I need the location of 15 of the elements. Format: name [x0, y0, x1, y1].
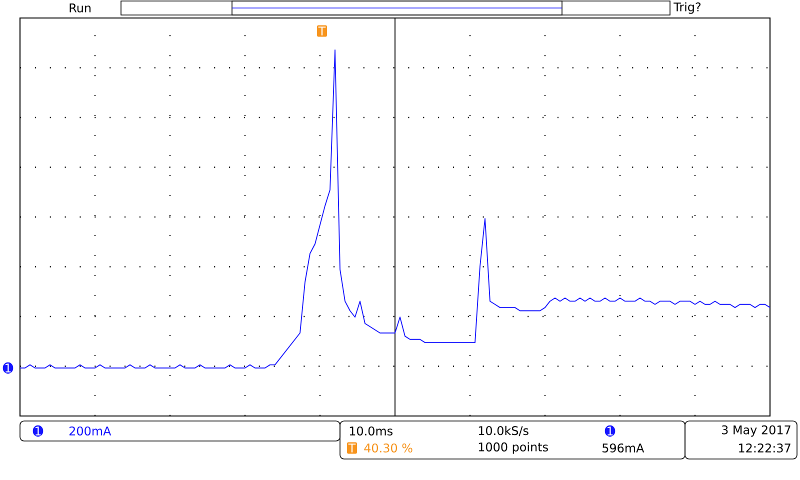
text: 200mA — [69, 426, 112, 436]
text: 1 — [608, 426, 613, 436]
text: Run — [70, 4, 91, 12]
text: T — [348, 444, 356, 452]
text: 10.0kS/s — [478, 426, 528, 436]
text: Trig? — [674, 2, 701, 14]
text: 3 May 2017 — [722, 425, 790, 437]
text: 10.0ms — [350, 426, 393, 436]
text: 12:22:37 — [739, 443, 790, 453]
text: 1000 points — [478, 442, 548, 454]
text: T — [318, 26, 326, 36]
text: 40.30 % — [364, 443, 412, 453]
text: 1 — [36, 426, 41, 436]
text: 1 — [6, 364, 11, 372]
text: 596mA — [602, 443, 644, 453]
